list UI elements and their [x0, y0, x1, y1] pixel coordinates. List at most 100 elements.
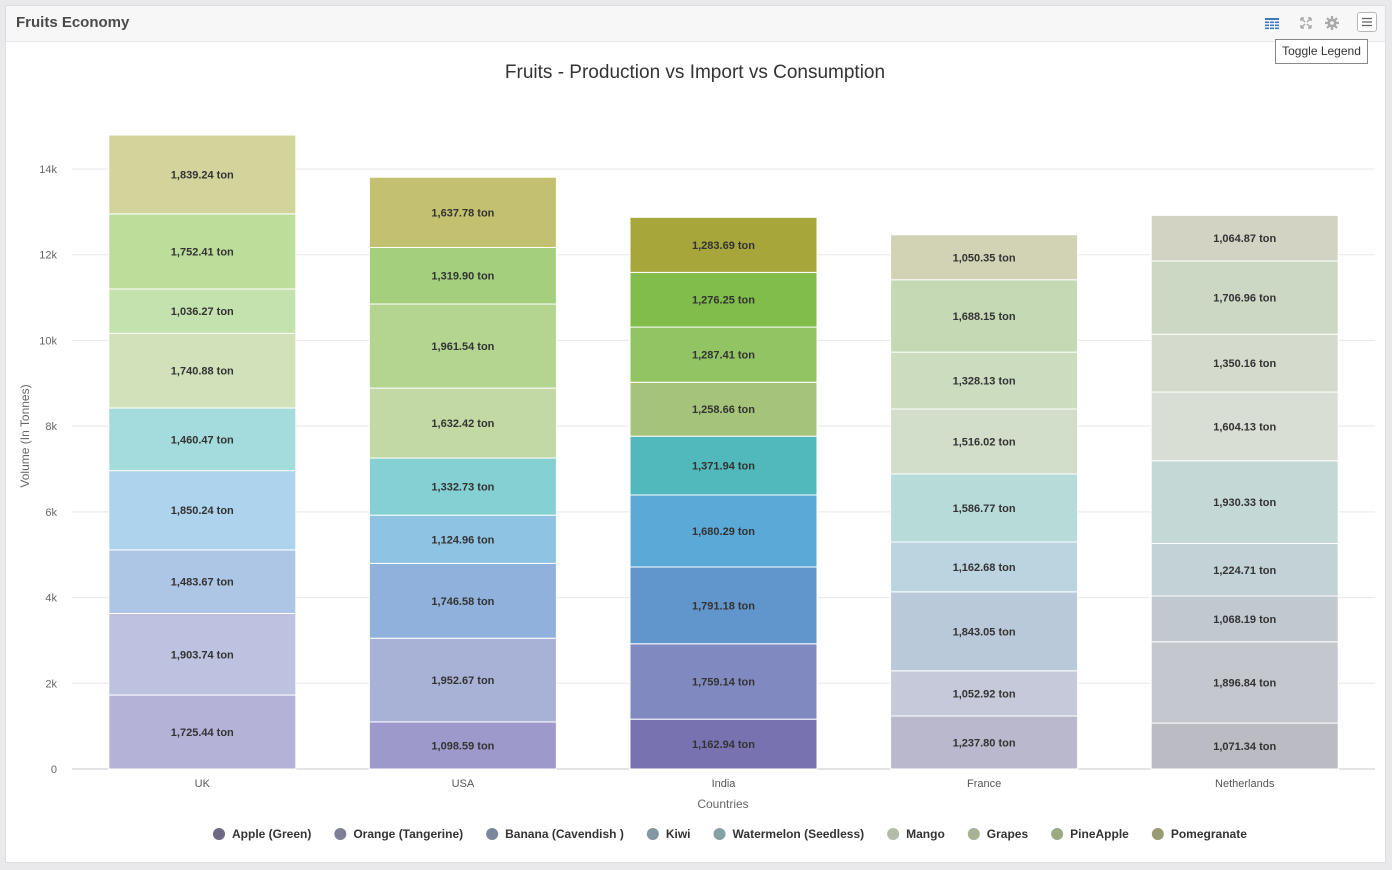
data-label: 1,740.88 ton [171, 366, 234, 378]
bar-segment[interactable] [629, 435, 818, 496]
bar-segment[interactable] [1150, 391, 1339, 462]
data-label: 1,328.13 ton [953, 376, 1016, 388]
data-label: 1,706.96 ton [1213, 293, 1276, 305]
bar-segment[interactable] [368, 637, 557, 723]
bar-segment[interactable] [890, 473, 1079, 543]
bar-segment[interactable] [890, 408, 1079, 475]
bar-segment[interactable] [890, 234, 1079, 281]
bars: 1,725.44 ton 1,903.74 ton 1,483.67 ton 1,85… [108, 134, 1339, 770]
data-label: 1,843.05 ton [953, 626, 1016, 638]
data-label: 1,350.16 ton [1213, 358, 1276, 370]
data-label: 1,752.41 ton [171, 246, 234, 258]
bar-segment[interactable] [629, 718, 818, 770]
data-label: 1,586.77 ton [953, 503, 1016, 515]
bar-segment[interactable] [368, 303, 557, 389]
legend-item[interactable]: Pomegranate [1171, 827, 1247, 841]
legend-marker[interactable] [486, 828, 499, 840]
bar-segment[interactable] [368, 246, 557, 305]
legend-marker[interactable] [213, 828, 225, 840]
bar-segment[interactable] [368, 562, 557, 639]
data-label: 1,283.69 ton [692, 240, 755, 252]
bar-segment[interactable] [890, 541, 1079, 593]
data-label: 1,071.34 ton [1213, 741, 1276, 753]
data-label: 1,068.19 ton [1213, 614, 1276, 626]
legend-marker[interactable] [887, 828, 900, 840]
bar-segment[interactable] [1150, 722, 1339, 770]
x-tick-label: USA [452, 778, 475, 790]
toggle-legend-tooltip: Toggle Legend [1275, 39, 1368, 64]
gear-icon[interactable] [1323, 14, 1341, 32]
bar-segment[interactable] [108, 470, 297, 551]
expand-icon[interactable] [1297, 14, 1315, 32]
bar-segment[interactable] [629, 326, 818, 383]
menu-icon[interactable] [1357, 12, 1377, 32]
data-label: 1,516.02 ton [953, 437, 1016, 449]
bar-segment[interactable] [629, 643, 818, 720]
data-label: 1,604.13 ton [1213, 421, 1276, 433]
y-tick-label: 8k [45, 421, 57, 433]
data-table-icon[interactable] [1263, 14, 1281, 32]
legend[interactable]: Apple (Green) Orange (Tangerine) Banana (C… [213, 827, 1247, 841]
bar-segment[interactable] [1150, 543, 1339, 597]
data-label: 1,637.78 ton [431, 207, 494, 219]
data-label: 1,839.24 ton [171, 169, 234, 181]
legend-item[interactable]: Mango [906, 827, 945, 841]
data-label: 1,124.96 ton [431, 534, 494, 546]
data-label: 1,850.24 ton [171, 505, 234, 517]
bar-segment[interactable] [629, 566, 818, 645]
legend-item[interactable]: Grapes [987, 827, 1029, 841]
bar-segment[interactable] [629, 216, 818, 273]
y-tick-label: 10k [39, 335, 57, 347]
bar-segment[interactable] [368, 514, 557, 564]
bar-segment[interactable] [108, 694, 297, 770]
bar-segment[interactable] [1150, 641, 1339, 724]
legend-marker[interactable] [1151, 828, 1164, 840]
panel-header: Fruits Economy [6, 6, 1385, 42]
y-tick-label: 0 [51, 764, 57, 776]
x-tick-label: UK [195, 778, 211, 790]
y-axis-label: Volume (In Tonnes) [18, 384, 32, 487]
bar-segment[interactable] [108, 407, 297, 472]
data-label: 1,050.35 ton [953, 252, 1016, 264]
bar-segment[interactable] [108, 549, 297, 614]
legend-item[interactable]: Kiwi [666, 827, 691, 841]
legend-item[interactable]: Orange (Tangerine) [353, 827, 463, 841]
legend-marker[interactable] [646, 828, 659, 840]
bar-segment[interactable] [368, 387, 557, 459]
bar-segment[interactable] [368, 457, 557, 516]
data-label: 1,460.47 ton [171, 434, 234, 446]
data-label: 1,961.54 ton [431, 341, 494, 353]
bar-segment[interactable] [629, 381, 818, 437]
legend-marker[interactable] [713, 828, 726, 840]
data-label: 1,162.68 ton [953, 562, 1016, 574]
legend-marker[interactable] [334, 828, 347, 840]
bar-segment[interactable] [890, 715, 1079, 770]
bar-segment[interactable] [629, 494, 818, 568]
bar-segment[interactable] [1150, 333, 1339, 393]
bar-segment[interactable] [368, 176, 557, 248]
bar-segment[interactable] [1150, 460, 1339, 545]
legend-item[interactable]: Watermelon (Seedless) [733, 827, 865, 841]
legend-marker[interactable] [1051, 828, 1064, 840]
bar-segment[interactable] [108, 134, 297, 215]
y-tick-label: 4k [45, 593, 57, 605]
bar-segment[interactable] [890, 351, 1079, 410]
legend-item[interactable]: Apple (Green) [232, 827, 311, 841]
legend-item[interactable]: Banana (Cavendish ) [505, 827, 624, 841]
data-label: 1,332.73 ton [431, 482, 494, 494]
data-label: 1,903.74 ton [171, 649, 234, 661]
y-tick-label: 6k [45, 507, 57, 519]
bar-segment[interactable] [108, 213, 297, 290]
bar-segment[interactable] [1150, 214, 1339, 262]
x-tick-label: Netherlands [1215, 778, 1275, 790]
bar-segment[interactable] [629, 271, 818, 328]
legend-marker[interactable] [967, 828, 980, 840]
data-label: 1,162.94 ton [692, 739, 755, 751]
legend-item[interactable]: PineApple [1070, 827, 1129, 841]
bar-segment[interactable] [108, 612, 297, 696]
data-label: 1,725.44 ton [171, 727, 234, 739]
data-label: 1,759.14 ton [692, 676, 755, 688]
bar-segment[interactable] [890, 670, 1079, 717]
bar-segment[interactable] [1150, 260, 1339, 335]
